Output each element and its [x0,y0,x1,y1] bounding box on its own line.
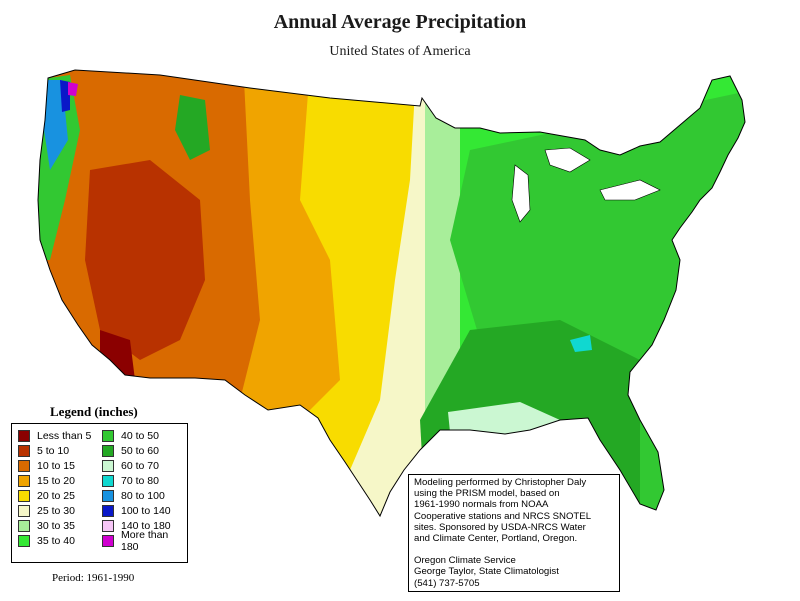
legend-label: 5 to 10 [37,444,70,457]
legend-column-left: Less than 5 5 to 10 10 to 15 15 to 20 20… [18,428,91,548]
legend-item: 60 to 70 [102,458,187,473]
legend-swatch [18,504,30,517]
legend-label: 60 to 70 [121,459,159,472]
legend-item: 40 to 50 [102,428,187,443]
legend-item: More than 180 [102,529,187,553]
legend-item: 20 to 25 [18,488,91,503]
legend-item: 5 to 10 [18,443,91,458]
legend: Less than 5 5 to 10 10 to 15 15 to 20 20… [11,423,188,563]
credit-line: (541) 737-5705 [414,577,480,589]
map-subtitle: United States of America [329,44,471,59]
legend-item: 35 to 40 [18,533,91,548]
legend-label: 30 to 35 [37,519,75,532]
credit-line: sites. Sponsored by USDA-NRCS Water [414,521,586,533]
legend-swatch [102,444,114,457]
credit-line: Oregon Climate Service [414,555,516,567]
legend-swatch [18,489,30,502]
credit-line: using the PRISM model, based on [414,488,560,500]
legend-label: 140 to 180 [121,519,171,532]
credit-box: Modeling performed by Christopher Daly u… [408,474,620,592]
legend-swatch [18,534,30,547]
legend-label: 25 to 30 [37,504,75,517]
band-5-to-10 [85,160,205,360]
legend-label: More than 180 [121,528,169,553]
legend-item: 25 to 30 [18,503,91,518]
legend-item: Less than 5 [18,428,91,443]
legend-label: 100 to 140 [121,504,171,517]
legend-label: 10 to 15 [37,459,75,472]
credit-line: 1961-1990 normals from NOAA [414,499,549,511]
band-50-to-60-cascades [175,95,210,160]
legend-label: 40 to 50 [121,429,159,442]
legend-label: 50 to 60 [121,444,159,457]
legend-label: 70 to 80 [121,474,159,487]
legend-item: 50 to 60 [102,443,187,458]
credit-spacer [414,544,614,555]
legend-item: 70 to 80 [102,473,187,488]
credit-line: George Taylor, State Climatologist [414,566,559,578]
legend-swatch [18,429,30,442]
legend-swatch [102,534,114,547]
legend-swatch [102,489,114,502]
legend-item: 10 to 15 [18,458,91,473]
band-more-than-180 [68,82,78,96]
legend-column-right: 40 to 50 50 to 60 60 to 70 70 to 80 80 t… [102,428,187,553]
band-70-to-80-appalachians [570,335,592,352]
legend-swatch [102,519,114,532]
period-label: Period: 1961-1990 [52,572,135,584]
legend-item: 100 to 140 [102,503,187,518]
map-title: Annual Average Precipitation [273,11,527,33]
legend-swatch [18,444,30,457]
legend-label: 80 to 100 [121,489,165,502]
legend-title: Legend (inches) [50,404,138,419]
legend-label: 35 to 40 [37,534,75,547]
credit-line: and Climate Center, Portland, Oregon. [414,533,578,545]
legend-swatch [102,474,114,487]
legend-item: 30 to 35 [18,518,91,533]
legend-swatch [18,519,30,532]
credit-line: Cooperative stations and NRCS SNOTEL [414,510,592,522]
legend-swatch [102,429,114,442]
legend-label: 15 to 20 [37,474,75,487]
legend-swatch [102,459,114,472]
legend-item: 80 to 100 [102,488,187,503]
legend-item: 140 to 180 [102,518,187,533]
credit-line: Modeling performed by Christopher Daly [414,477,587,488]
legend-label: Less than 5 [37,429,92,442]
band-100-to-140-northwest [60,80,70,112]
legend-swatch [18,474,30,487]
great-lakes [511,147,661,223]
legend-swatch [18,459,30,472]
legend-item: 15 to 20 [18,473,91,488]
legend-swatch [102,504,114,517]
legend-label: 20 to 25 [37,489,75,502]
